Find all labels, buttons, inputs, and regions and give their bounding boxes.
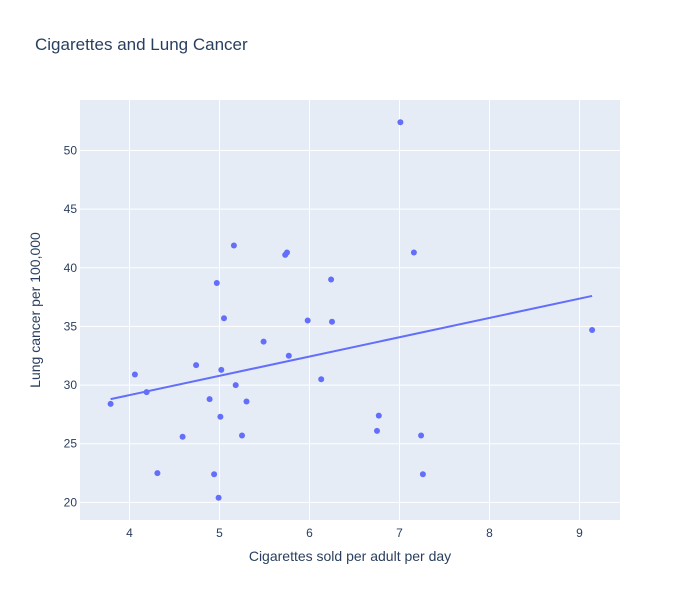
data-point[interactable]	[206, 396, 213, 403]
data-point[interactable]	[215, 494, 222, 501]
x-axis-title: Cigarettes sold per adult per day	[249, 548, 451, 564]
data-point[interactable]	[243, 398, 250, 405]
data-point[interactable]	[211, 471, 218, 478]
data-point[interactable]	[374, 427, 380, 434]
x-tick-label: 6	[306, 526, 313, 540]
data-point[interactable]	[397, 119, 404, 126]
data-point[interactable]	[410, 249, 417, 256]
x-axis-ticks: 4 5 6 7 8 9	[126, 526, 583, 540]
trendline	[110, 294, 593, 401]
x-tick-label: 5	[216, 526, 223, 540]
chart-title: Cigarettes and Lung Cancer	[35, 35, 248, 54]
data-point[interactable]	[179, 433, 186, 440]
data-point[interactable]	[318, 376, 325, 383]
x-tick-label: 7	[396, 526, 403, 540]
data-point[interactable]	[230, 242, 237, 249]
x-tick-label: 8	[486, 526, 493, 540]
data-point[interactable]	[239, 432, 245, 439]
y-tick-label: 50	[64, 143, 78, 157]
data-point[interactable]	[218, 366, 225, 373]
data-point[interactable]	[143, 389, 150, 396]
data-point[interactable]	[304, 317, 311, 324]
data-point[interactable]	[217, 413, 224, 420]
data-point[interactable]	[221, 315, 227, 322]
data-point[interactable]	[232, 382, 239, 389]
data-point[interactable]	[589, 326, 596, 333]
x-tick-label: 4	[126, 526, 133, 540]
data-point[interactable]	[213, 280, 220, 287]
data-point[interactable]	[285, 352, 292, 359]
y-tick-label: 45	[64, 202, 78, 216]
y-axis-title: Lung cancer per 100,000	[27, 232, 43, 388]
data-point[interactable]	[375, 412, 382, 419]
y-tick-label: 30	[64, 378, 78, 392]
data-point[interactable]	[193, 362, 200, 369]
data-point[interactable]	[419, 471, 426, 478]
y-tick-label: 20	[64, 495, 78, 509]
y-tick-label: 35	[64, 319, 78, 333]
data-point[interactable]	[154, 470, 161, 477]
trendline-group	[110, 294, 593, 401]
plot-area	[80, 100, 620, 520]
data-point[interactable]	[107, 400, 114, 407]
data-point[interactable]	[418, 432, 425, 439]
y-tick-label: 25	[64, 437, 78, 451]
data-point[interactable]	[131, 371, 138, 378]
y-tick-label: 40	[64, 261, 78, 275]
data-points	[107, 119, 596, 501]
y-axis-ticks: 20 25 30 35 40 45 50	[64, 143, 78, 509]
data-point[interactable]	[328, 276, 335, 283]
x-tick-label: 9	[576, 526, 583, 540]
data-point[interactable]	[284, 249, 290, 256]
data-point[interactable]	[260, 338, 267, 345]
data-point[interactable]	[329, 318, 335, 325]
grid-lines	[80, 100, 620, 520]
